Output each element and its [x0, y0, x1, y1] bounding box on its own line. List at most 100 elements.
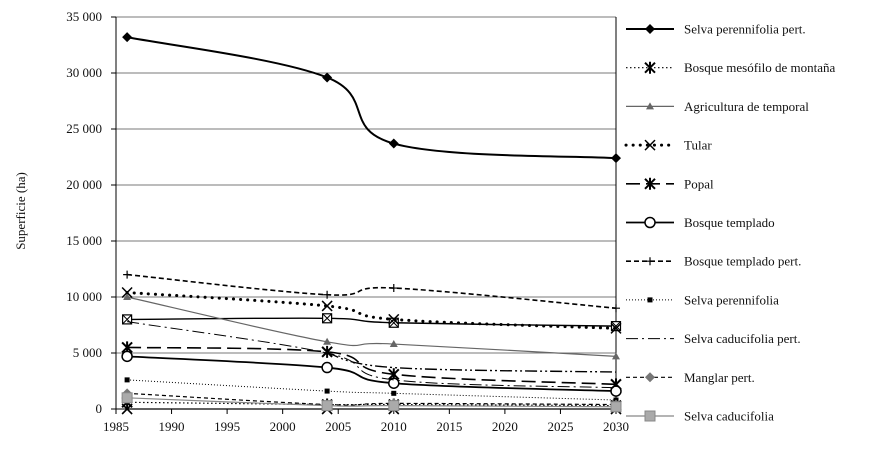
legend-marker — [645, 24, 655, 34]
series-3-point — [323, 337, 332, 345]
legend-marker — [644, 139, 656, 151]
series-1-point — [322, 72, 333, 83]
legend-marker — [646, 257, 654, 266]
x-tick-label: 1995 — [214, 419, 240, 434]
series-4-point — [321, 300, 333, 312]
legend-label: Selva perennifolia pert. — [684, 22, 806, 37]
legend-label: Agricultura de temporal — [684, 99, 809, 114]
y-tick-label: 5 000 — [73, 345, 102, 360]
x-tick-label: 1990 — [159, 419, 185, 434]
legend-item: Bosque mesófilo de montaña — [626, 60, 836, 75]
x-tick-label: 2010 — [381, 419, 407, 434]
legend-item: Popal — [626, 176, 714, 191]
legend-item: Bosque templado pert. — [626, 254, 801, 269]
x-tick-label: 1985 — [103, 419, 129, 434]
grid-lines — [116, 16, 616, 354]
series-4-point — [121, 286, 133, 299]
series-7-point — [389, 284, 398, 293]
series-4-line — [125, 291, 618, 330]
legend-item: Manglar pert. — [626, 370, 755, 385]
legend-marker — [644, 410, 656, 422]
series-5-line — [127, 346, 617, 386]
y-tick-label: 10 000 — [66, 289, 102, 304]
x-tick-labels: 1985 1990 1995 2000 2005 2010 2015 2020 2025 2030 — [103, 419, 629, 434]
legend-label: Selva caducifolia — [684, 409, 774, 424]
y-tick-label: 20 000 — [66, 177, 102, 192]
series-11-point — [321, 400, 333, 412]
series-unlabeled-2-line — [326, 352, 617, 373]
legend-item: Agricultura de temporal — [626, 99, 809, 114]
legend-marker — [647, 297, 653, 303]
series-1 — [122, 32, 621, 164]
legend: Selva perennifolia pert. Bosque mesófilo … — [624, 22, 836, 424]
series-3-line — [126, 296, 617, 357]
series-9 — [127, 321, 617, 389]
legend-label: Popal — [684, 176, 714, 191]
series-6-point — [121, 350, 133, 363]
series-unlabeled-1-point — [610, 321, 622, 332]
series-8-point — [324, 388, 330, 394]
series-3-point — [612, 352, 620, 360]
series-6-point — [321, 361, 333, 374]
series-4 — [121, 286, 622, 334]
x-tick-label: 2005 — [325, 419, 351, 434]
legend-marker — [645, 372, 655, 383]
x-tick-label: 2015 — [436, 419, 462, 434]
series-11-point — [121, 392, 133, 404]
series-8-point — [391, 390, 397, 396]
series-1-point — [122, 32, 133, 43]
legend-marker — [644, 61, 656, 74]
y-tick-label: 15 000 — [66, 233, 102, 248]
series-7 — [123, 270, 620, 313]
series-unlabeled-1-point — [322, 313, 333, 324]
series-1-line — [126, 36, 617, 160]
series-7-point — [123, 270, 132, 279]
series-unlabeled-1-point — [122, 314, 133, 325]
y-axis-title: Superficie (ha) — [13, 172, 28, 250]
legend-label: Manglar pert. — [684, 370, 755, 385]
legend-marker — [644, 216, 656, 229]
series-10-line — [127, 392, 617, 406]
series-3-point — [389, 340, 398, 348]
y-tick-label: 0 — [96, 401, 103, 416]
legend-label: Selva caducifolia pert. — [684, 331, 801, 346]
legend-item: Tular — [624, 138, 712, 153]
series-11-line — [127, 397, 617, 408]
series-unlabeled-1 — [122, 313, 622, 332]
y-tick-label: 35 000 — [66, 9, 102, 24]
legend-marker — [646, 102, 654, 110]
series-8-point — [124, 377, 130, 383]
series-1-point — [611, 153, 621, 164]
legend-item: Selva perennifolia pert. — [626, 22, 806, 37]
series-6-point — [610, 385, 622, 397]
series-6-line — [127, 355, 617, 392]
legend-item: Selva perennifolia — [626, 292, 779, 307]
series-4-point — [388, 313, 400, 325]
legend-label: Bosque templado — [684, 215, 775, 230]
series-lines — [121, 32, 622, 415]
legend-label: Bosque templado pert. — [684, 254, 801, 269]
series-4-point — [610, 322, 622, 334]
y-tick-label: 25 000 — [66, 121, 102, 136]
axes — [111, 16, 617, 414]
legend-item: Selva caducifolia pert. — [626, 331, 801, 346]
x-tick-label: 2030 — [603, 419, 629, 434]
series-6-point — [388, 377, 400, 389]
x-tick-label: 2025 — [547, 419, 573, 434]
legend-marker — [644, 177, 656, 190]
series-7-point — [612, 304, 620, 313]
y-tick-label: 30 000 — [66, 65, 102, 80]
legend-label: Selva perennifolia — [684, 292, 779, 307]
series-7-line — [127, 273, 617, 309]
series-3 — [123, 293, 620, 360]
legend-label: Bosque mesófilo de montaña — [684, 60, 836, 75]
x-tick-label: 2020 — [492, 419, 518, 434]
series-6 — [121, 350, 622, 397]
legend-item: Bosque templado — [626, 215, 775, 230]
series-7-point — [323, 290, 332, 299]
legend-item: Selva caducifolia — [626, 409, 774, 424]
y-tick-labels: 0 5 000 10 000 15 000 20 000 25 000 30 000 35 0… — [66, 9, 102, 416]
series-11 — [121, 392, 622, 413]
series-3-point — [123, 293, 132, 300]
series-unlabeled-1-line — [127, 317, 617, 327]
